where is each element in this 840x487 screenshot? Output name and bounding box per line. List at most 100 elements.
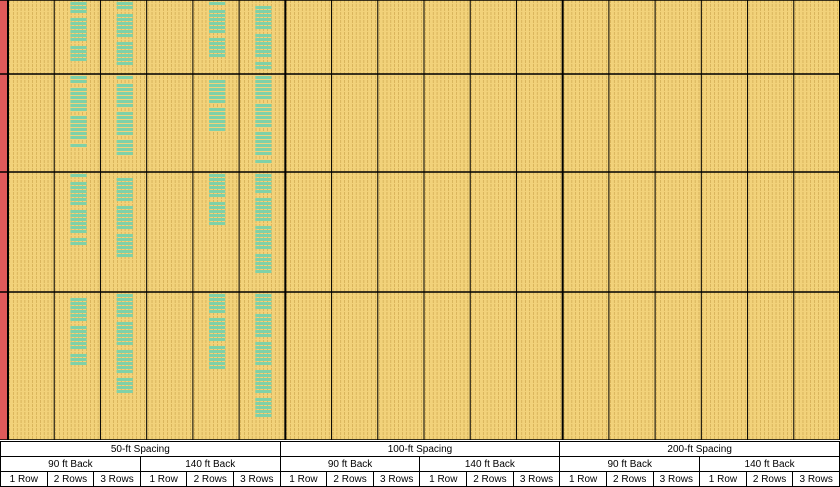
heatmap-highlight-cell: [255, 178, 272, 181]
heatmap-highlight-cell: [116, 2, 133, 5]
heatmap-highlight-cell: [116, 34, 133, 37]
heatmap-highlight-cell: [116, 190, 133, 193]
legend-back-label: 140 ft Back: [139, 456, 281, 472]
heatmap-highlight-cell: [70, 54, 87, 57]
heatmap-highlight-cell: [116, 214, 133, 217]
heatmap-highlight-cell: [209, 346, 226, 349]
heatmap-highlight-cell: [209, 88, 226, 91]
heatmap-highlight-cell: [116, 198, 133, 201]
heatmap-highlight-cell: [255, 182, 272, 185]
legend-spacing-label: 100-ft Spacing: [279, 441, 561, 457]
heatmap-highlight-cell: [116, 54, 133, 57]
heatmap-highlight-cell: [70, 326, 87, 329]
heatmap-highlight-cell: [255, 38, 272, 41]
heatmap-highlight-cell: [116, 362, 133, 365]
heatmap-highlight-cell: [116, 310, 133, 313]
heatmap-highlight-cell: [70, 306, 87, 309]
heatmap-highlight-cell: [70, 174, 87, 177]
heatmap-highlight-cell: [116, 386, 133, 389]
heatmap-highlight-cell: [255, 298, 272, 301]
heatmap-highlight-cell: [255, 378, 272, 381]
heatmap-highlight-cell: [116, 14, 133, 17]
heatmap-highlight-cell: [209, 210, 226, 213]
heatmap-highlight-cell: [209, 318, 226, 321]
heatmap-highlight-cell: [116, 30, 133, 33]
heatmap-highlight-cell: [70, 238, 87, 241]
heatmap-highlight-cell: [209, 194, 226, 197]
heatmap-highlight-cell: [70, 6, 87, 9]
heatmap-highlight-cell: [116, 58, 133, 61]
heatmap-highlight-cell: [209, 366, 226, 369]
heatmap-highlight-cell: [70, 22, 87, 25]
heatmap-highlight-cell: [255, 174, 272, 177]
legend-rows-label: 2 Rows: [605, 471, 654, 487]
heatmap-highlight-cell: [70, 218, 87, 221]
heatmap-highlight-cell: [209, 100, 226, 103]
heatmap-highlight-cell: [116, 294, 133, 297]
heatmap-highlight-cell: [255, 186, 272, 189]
heatmap-highlight-cell: [70, 334, 87, 337]
heatmap-highlight-cell: [255, 42, 272, 45]
heatmap-highlight-cell: [116, 238, 133, 241]
heatmap-highlight-cell: [255, 132, 272, 135]
legend-row-rows: 1 Row 2 Rows 3 Rows 1 Row 2 Rows 3 Rows 1 Row 2…: [0, 471, 840, 487]
heatmap-highlight-cell: [116, 76, 133, 79]
heatmap-highlight-cell: [70, 50, 87, 53]
heatmap-highlight-cell: [70, 136, 87, 139]
heatmap-highlight-cell: [209, 206, 226, 209]
heatmap-highlight-cell: [255, 54, 272, 57]
legend-rows-label: 2 Rows: [326, 471, 374, 487]
heatmap-highlight-cell: [255, 414, 272, 417]
heatmap-highlight-cell: [255, 160, 272, 163]
heatmap-highlight-cell: [255, 370, 272, 373]
heatmap-highlight-cell: [70, 330, 87, 333]
legend-rows-label: 3 Rows: [792, 471, 840, 487]
heatmap-highlight-cell: [209, 354, 226, 357]
heatmap-highlight-cell: [255, 50, 272, 53]
heatmap-highlight-cell: [255, 136, 272, 139]
legend-spacing-label: 200-ft Spacing: [559, 441, 840, 457]
heatmap-highlight-cell: [255, 230, 272, 233]
heatmap-highlight-cell: [70, 30, 87, 33]
legend-rows-label: 2 Rows: [186, 471, 235, 487]
heatmap-highlight-cell: [209, 362, 226, 365]
heatmap-highlight-cell: [116, 148, 133, 151]
heatmap-highlight-cell: [255, 238, 272, 241]
heatmap-highlight-cell: [116, 250, 133, 253]
legend-row-back: 90 ft Back 140 ft Back 90 ft Back 140 ft Ba…: [0, 456, 840, 472]
legend-back-label: 90 ft Back: [559, 456, 701, 472]
heatmap-highlight-cell: [70, 202, 87, 205]
heatmap-highlight-cell: [255, 104, 272, 107]
heatmap-highlight-cell: [116, 378, 133, 381]
heatmap-highlight-cell: [116, 242, 133, 245]
heatmap-highlight-cell: [255, 148, 272, 151]
legend-rows-label: 3 Rows: [512, 471, 561, 487]
heatmap-highlight-cell: [70, 100, 87, 103]
heatmap-highlight-cell: [209, 182, 226, 185]
heatmap-highlight-cell: [209, 42, 226, 45]
heatmap-highlight-cell: [116, 42, 133, 45]
heatmap-highlight-cell: [70, 190, 87, 193]
heatmap-highlight-cell: [70, 58, 87, 61]
heatmap-highlight-cell: [116, 226, 133, 229]
column-legend-table: 50-ft Spacing 100-ft Spacing 200-ft Spacin…: [0, 441, 840, 487]
heatmap-highlight-cell: [116, 234, 133, 237]
heatmap-highlight-cell: [116, 254, 133, 257]
heatmap-highlight-cell: [255, 116, 272, 119]
heatmap-highlight-cell: [255, 302, 272, 305]
legend-back-label: 140 ft Back: [699, 456, 840, 472]
heatmap-highlight-cell: [255, 96, 272, 99]
legend-back-label: 90 ft Back: [279, 456, 421, 472]
heatmap-highlight-cell: [209, 214, 226, 217]
heatmap-highlight-cell: [209, 178, 226, 181]
heatmap-highlight-cell: [116, 218, 133, 221]
heatmap-highlight-cell: [70, 198, 87, 201]
heatmap-highlight-cell: [255, 306, 272, 309]
heatmap-highlight-cell: [116, 26, 133, 29]
heatmap-highlight-cell: [209, 358, 226, 361]
heatmap-highlight-cell: [255, 62, 272, 65]
heatmap-highlight-cell: [255, 226, 272, 229]
heatmap-highlight-cell: [209, 338, 226, 341]
legend-rows-label: 1 Row: [279, 471, 328, 487]
heatmap-highlight-cell: [255, 88, 272, 91]
